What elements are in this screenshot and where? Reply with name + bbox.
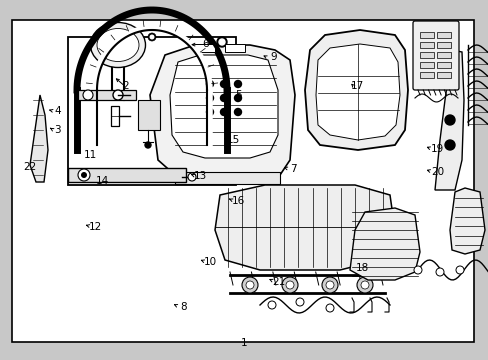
Bar — [12, 20, 473, 342]
Bar — [419, 42, 433, 48]
Text: 21: 21 — [271, 276, 285, 287]
Polygon shape — [315, 44, 399, 140]
Circle shape — [245, 281, 253, 289]
Text: 5: 5 — [235, 90, 242, 100]
Bar — [195, 44, 215, 52]
Circle shape — [295, 298, 304, 306]
Circle shape — [220, 94, 227, 102]
Bar — [111, 106, 119, 126]
Circle shape — [360, 281, 368, 289]
Text: 13: 13 — [193, 171, 207, 181]
Circle shape — [321, 277, 337, 293]
Circle shape — [325, 304, 333, 312]
Circle shape — [206, 108, 213, 116]
Circle shape — [356, 277, 372, 293]
Bar — [436, 32, 450, 38]
Circle shape — [444, 140, 454, 150]
Bar — [436, 72, 450, 78]
Bar — [419, 52, 433, 58]
Text: 16: 16 — [231, 196, 245, 206]
Polygon shape — [30, 95, 48, 182]
Circle shape — [234, 81, 241, 87]
Circle shape — [145, 142, 151, 148]
Bar — [436, 62, 450, 68]
Bar — [175, 172, 280, 184]
Text: 19: 19 — [430, 144, 444, 154]
Bar — [419, 72, 433, 78]
Text: 6: 6 — [202, 39, 208, 49]
Circle shape — [444, 115, 454, 125]
Bar — [224, 44, 244, 52]
Text: 22: 22 — [23, 162, 37, 172]
Ellipse shape — [97, 28, 139, 62]
Polygon shape — [349, 208, 419, 280]
Circle shape — [435, 268, 443, 276]
Circle shape — [219, 39, 224, 45]
Circle shape — [113, 90, 123, 100]
Text: 9: 9 — [270, 52, 277, 62]
Circle shape — [413, 266, 421, 274]
Circle shape — [325, 281, 333, 289]
Circle shape — [83, 90, 93, 100]
Bar — [68, 37, 236, 185]
FancyBboxPatch shape — [412, 21, 458, 90]
Text: 2: 2 — [122, 81, 128, 91]
Circle shape — [234, 108, 241, 116]
Bar — [78, 90, 136, 100]
Circle shape — [267, 301, 275, 309]
Polygon shape — [215, 185, 394, 270]
Circle shape — [187, 173, 196, 181]
Bar — [419, 32, 433, 38]
Circle shape — [285, 281, 293, 289]
Circle shape — [234, 94, 241, 102]
Circle shape — [206, 81, 213, 87]
Circle shape — [81, 172, 87, 178]
Ellipse shape — [90, 22, 145, 68]
Circle shape — [217, 37, 226, 47]
Text: 17: 17 — [349, 81, 363, 91]
Text: 14: 14 — [96, 176, 109, 186]
Bar — [436, 52, 450, 58]
Circle shape — [78, 169, 90, 181]
Circle shape — [455, 266, 463, 274]
Polygon shape — [170, 55, 278, 158]
Text: 8: 8 — [180, 302, 186, 312]
Circle shape — [242, 277, 258, 293]
Polygon shape — [449, 188, 484, 254]
Text: 10: 10 — [203, 257, 216, 267]
Circle shape — [148, 33, 156, 41]
Circle shape — [220, 81, 227, 87]
Bar — [68, 168, 185, 182]
Bar — [419, 62, 433, 68]
Polygon shape — [434, 50, 463, 190]
Bar — [436, 42, 450, 48]
Text: 11: 11 — [83, 150, 97, 160]
Text: 12: 12 — [88, 222, 102, 232]
Polygon shape — [305, 30, 407, 150]
Text: 7: 7 — [289, 164, 296, 174]
Circle shape — [282, 277, 297, 293]
Text: 20: 20 — [430, 167, 443, 177]
Circle shape — [220, 108, 227, 116]
Text: 3: 3 — [54, 125, 61, 135]
Text: 1: 1 — [241, 338, 247, 348]
Bar — [138, 100, 160, 130]
Text: 18: 18 — [355, 263, 369, 273]
Polygon shape — [150, 45, 294, 182]
Circle shape — [206, 94, 213, 102]
Text: 4: 4 — [54, 105, 61, 116]
Circle shape — [149, 35, 154, 40]
Text: 15: 15 — [226, 135, 240, 145]
